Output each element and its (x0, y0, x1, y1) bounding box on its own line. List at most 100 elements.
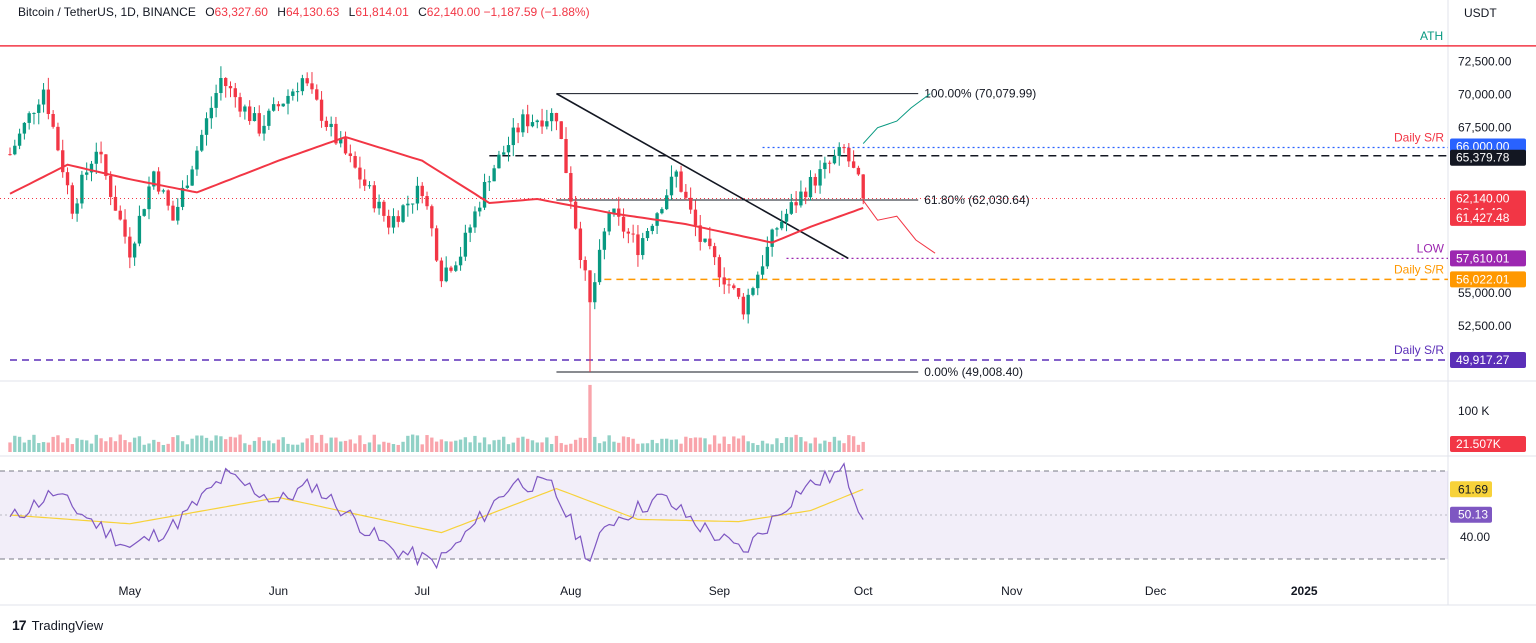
volume-bar (760, 440, 765, 452)
volume-bar (271, 443, 276, 452)
volume-bar (804, 441, 808, 452)
volume-bar (569, 443, 573, 452)
low-label: L (348, 5, 356, 19)
candle-body (732, 285, 736, 289)
candle-body (827, 162, 832, 164)
fib-label: 0.00% (49,008.40) (924, 365, 1023, 379)
candle-body (698, 225, 702, 242)
candle-body (406, 203, 410, 206)
change-value: −1,187.59 (−1.88%) (483, 5, 590, 19)
volume-bar (578, 437, 583, 452)
candle-body (434, 228, 439, 261)
volume-bar (688, 438, 693, 452)
volume-bar (367, 442, 372, 452)
price-tick-label: 70,000.00 (1458, 88, 1512, 102)
candle-body (535, 120, 539, 123)
candle-body (252, 113, 257, 122)
candle-body (41, 89, 46, 105)
volume-bar (861, 441, 865, 452)
candle-body (703, 238, 707, 242)
candle-body (458, 256, 463, 266)
volume-bar (142, 444, 146, 452)
volume-bar (545, 437, 549, 452)
volume-bar (535, 442, 539, 452)
volume-bar (247, 444, 252, 452)
rsi-tick-label: 40.00 (1460, 530, 1490, 544)
candle-body (195, 150, 199, 170)
volume-bar (526, 438, 530, 452)
currency-unit[interactable]: USDT (1464, 6, 1497, 20)
volume-bar (17, 436, 22, 452)
candle-body (396, 216, 400, 222)
level-title: Daily S/R (1394, 343, 1444, 357)
candle-body (669, 176, 674, 196)
volume-bar (827, 441, 832, 452)
tradingview-brand[interactable]: 17 TradingView (12, 617, 103, 633)
current-price-label: 62,140.00 (1456, 192, 1510, 206)
candle-body (502, 152, 506, 155)
volume-bar (698, 437, 702, 452)
volume-bar (736, 438, 741, 452)
volume-bar (617, 442, 621, 452)
level-56022-tag-box (1450, 271, 1526, 288)
volume-bar (823, 440, 827, 452)
volume-bar (478, 442, 482, 452)
candle-body (674, 171, 678, 177)
volume-bar (334, 437, 338, 452)
volume-bar (51, 436, 55, 452)
volume-bar (602, 441, 607, 452)
volume-bar (185, 444, 190, 452)
volume-bar (219, 436, 223, 452)
volume-bar (27, 439, 31, 452)
volume-bar (502, 436, 506, 452)
volume-bar (372, 434, 376, 452)
candle-body (315, 89, 319, 100)
volume-bar (166, 443, 170, 452)
volume-bar (339, 441, 343, 452)
volume-bar (612, 441, 616, 452)
volume-bar (468, 442, 472, 452)
candle-body (156, 171, 161, 192)
volume-bar (396, 444, 400, 452)
volume-bar (382, 441, 386, 452)
volume-bar (281, 437, 285, 452)
candle-body (415, 185, 420, 204)
high-value: 64,130.63 (285, 5, 340, 19)
candle-body (200, 134, 204, 151)
candle-body (660, 209, 664, 214)
volume-bar (315, 442, 319, 452)
candle-body (324, 120, 329, 128)
candle-body (377, 201, 381, 209)
candle-body (478, 207, 482, 212)
volume-bar (391, 444, 396, 452)
candle-body (736, 288, 741, 297)
candle-body (22, 122, 27, 134)
volume-bar (305, 438, 309, 452)
volume-bar (171, 437, 175, 452)
volume-bar (636, 443, 640, 452)
candle-body (238, 97, 242, 112)
rsi-value-label: 50.13 (1458, 508, 1488, 522)
time-axis-label: Oct (854, 584, 873, 598)
volume-bar (674, 439, 678, 452)
volume-bar (449, 441, 453, 452)
volume-bar (70, 444, 74, 452)
volume-bar (420, 444, 424, 452)
bearish-projection-path (862, 200, 936, 254)
candle-body (468, 227, 472, 233)
volume-bar (257, 437, 261, 452)
candle-body (161, 190, 166, 192)
candle-body (132, 243, 137, 258)
volume-bar (530, 440, 535, 452)
volume-bar (554, 435, 559, 452)
price-tick-label: 52,500.00 (1458, 319, 1512, 333)
time-axis-label: Jun (269, 584, 288, 598)
volume-bar (176, 435, 180, 452)
candle-body (530, 122, 535, 127)
volume-bar (851, 436, 856, 452)
candle-body (94, 151, 98, 164)
volume-bar (291, 444, 295, 452)
volume-bar (310, 435, 314, 452)
